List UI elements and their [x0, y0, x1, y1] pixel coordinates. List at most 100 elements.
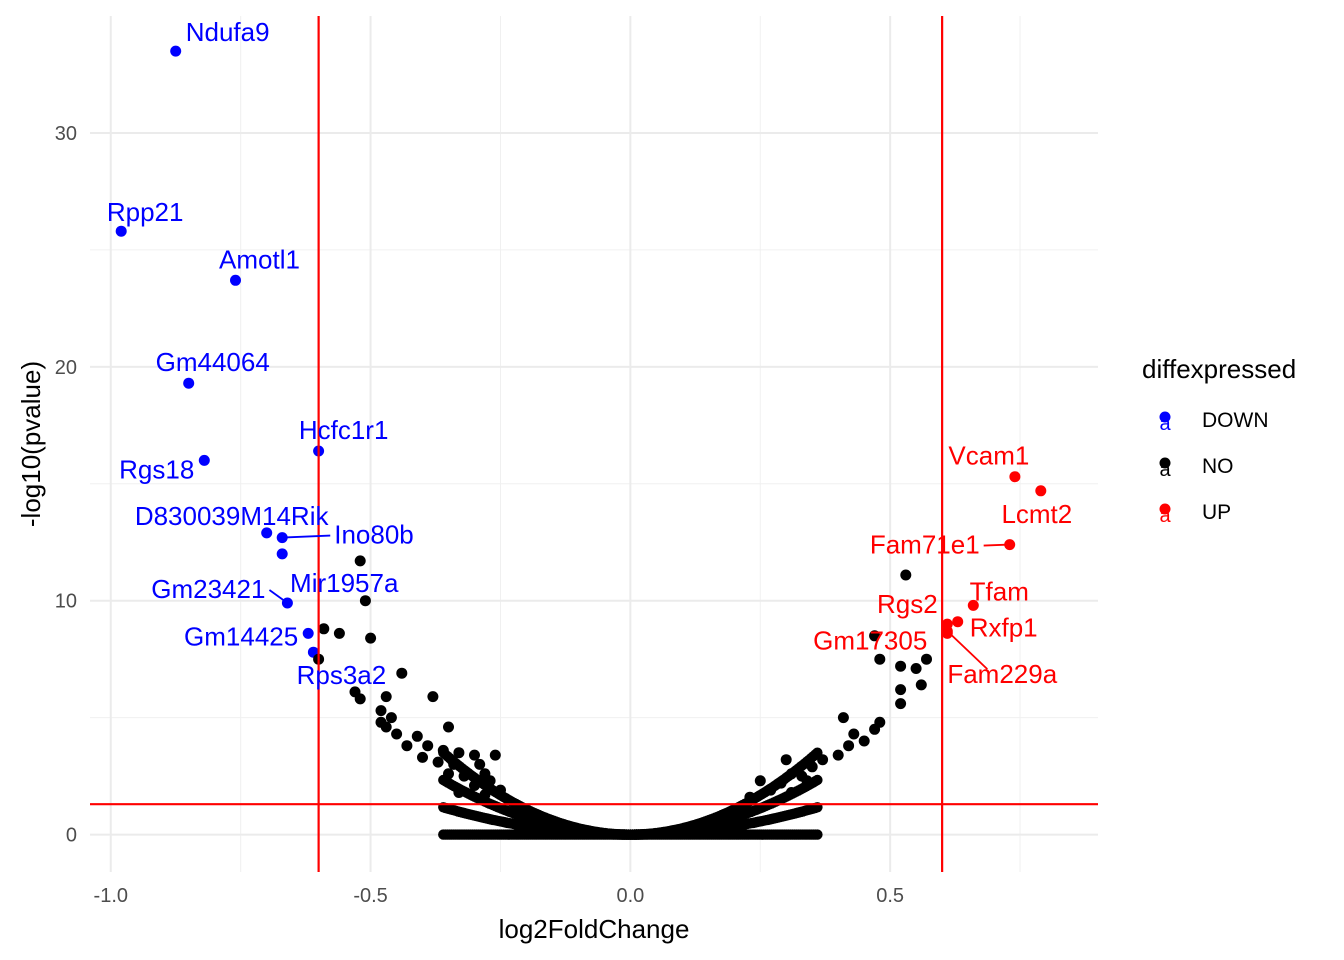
point-no	[495, 784, 506, 796]
legend-entries: a DOWN a NO a UP	[1159, 409, 1268, 527]
point-no	[785, 787, 797, 798]
label-amotl1: Amotl1	[219, 244, 300, 274]
label-hcfc1r1: Hcfc1r1	[299, 415, 389, 445]
point-no	[479, 789, 491, 801]
point-no	[427, 691, 439, 703]
point-gm17305	[941, 627, 953, 639]
point-no	[443, 768, 454, 780]
label-mir1957a: Mir1957a	[290, 568, 399, 598]
point-no	[895, 698, 907, 710]
point-rpp21	[115, 225, 127, 237]
point-no	[874, 653, 886, 665]
point-no	[843, 740, 855, 752]
point-no	[474, 758, 486, 770]
label-rxfp1: Rxfp1	[970, 613, 1038, 643]
label-tfam: Tfam	[970, 576, 1029, 606]
point-no	[385, 712, 397, 724]
point-no	[469, 749, 480, 761]
connector-fam229a	[946, 630, 988, 670]
point-no	[469, 780, 480, 791]
point-no	[744, 791, 756, 803]
point-no	[391, 728, 403, 740]
point-no	[785, 768, 797, 780]
point-no	[848, 728, 860, 740]
point-tfam	[967, 599, 979, 611]
point-gm44064	[183, 377, 195, 389]
y-tick-label: 30	[55, 123, 77, 145]
point-no	[900, 569, 912, 581]
gene-labels: Ndufa9 Rpp21 Amotl1 Gm44064 Hcfc1r1 Rgs18 D830…	[107, 17, 1072, 690]
point-no	[448, 758, 460, 770]
legend: diffexpressed a DOWN a NO a UP	[1142, 354, 1296, 527]
point-no	[754, 775, 766, 787]
point-no	[365, 632, 377, 644]
x-tick-label: 0.0	[616, 885, 644, 907]
point-rgs18	[198, 454, 210, 466]
label-rpp21: Rpp21	[107, 197, 184, 227]
point-vcam1	[1009, 471, 1021, 483]
point-no	[422, 740, 434, 752]
point-no	[869, 630, 881, 642]
point-no	[458, 770, 470, 782]
label-fam71e1: Fam71e1	[870, 530, 980, 560]
point-no	[354, 555, 366, 567]
point-rxfp1	[952, 616, 964, 628]
point-lcmt2	[1035, 485, 1047, 497]
label-gm14425: Gm14425	[184, 621, 298, 651]
label-rgs2: Rgs2	[877, 589, 938, 619]
legend-key-down	[1159, 411, 1171, 423]
x-axis-ticks: -1.0 -0.5 0.0 0.5	[94, 885, 905, 907]
point-ndufa9	[170, 45, 182, 57]
point-no	[837, 712, 849, 724]
point-no	[380, 691, 392, 703]
legend-label-no: NO	[1202, 455, 1234, 478]
point-no	[453, 787, 465, 798]
point-no	[806, 761, 818, 773]
point-no	[801, 775, 813, 787]
point-amotl1	[230, 274, 241, 286]
x-axis-title: log2FoldChange	[499, 914, 690, 944]
point-no	[489, 749, 501, 761]
legend-key-glyph: a	[1159, 505, 1171, 527]
point-no	[895, 660, 907, 672]
cloud-point	[812, 774, 823, 786]
point-no	[354, 693, 366, 705]
point-no	[869, 723, 881, 735]
point-no	[333, 627, 345, 639]
label-d830039m14rik: D830039M14Rik	[135, 501, 330, 531]
connector-ino80b	[282, 534, 331, 539]
label-rps3a2: Rps3a2	[297, 660, 387, 690]
y-tick-label: 10	[55, 591, 77, 613]
point-mir1957a	[276, 548, 288, 560]
point-no	[858, 735, 870, 747]
point-fam71e1	[1004, 539, 1016, 551]
legend-label-down: DOWN	[1202, 409, 1269, 432]
label-ino80b: Ino80b	[334, 520, 414, 550]
point-no	[375, 716, 387, 728]
point-ino80b	[276, 532, 288, 544]
point-d830039m14rik	[261, 527, 273, 539]
label-connectors	[268, 534, 1010, 670]
point-no	[396, 667, 408, 679]
label-ndufa9: Ndufa9	[186, 17, 270, 47]
x-tick-label: -0.5	[353, 885, 387, 907]
legend-key-glyph: a	[1159, 459, 1171, 481]
y-tick-label: 0	[66, 825, 77, 847]
legend-label-up: UP	[1202, 501, 1231, 524]
legend-key-up	[1159, 503, 1171, 515]
data-points	[115, 45, 1047, 803]
legend-title: diffexpressed	[1142, 354, 1296, 384]
label-gm44064: Gm44064	[156, 347, 270, 377]
label-gm17305: Gm17305	[813, 625, 927, 655]
point-no	[437, 744, 449, 756]
point-no	[895, 684, 907, 696]
label-fam229a: Fam229a	[947, 659, 1057, 689]
connector-gm23421	[268, 589, 288, 604]
point-no	[375, 705, 387, 717]
legend-key-glyph: a	[1159, 413, 1171, 435]
legend-key-no	[1159, 457, 1171, 469]
point-no	[401, 740, 413, 752]
point-no	[780, 754, 792, 766]
